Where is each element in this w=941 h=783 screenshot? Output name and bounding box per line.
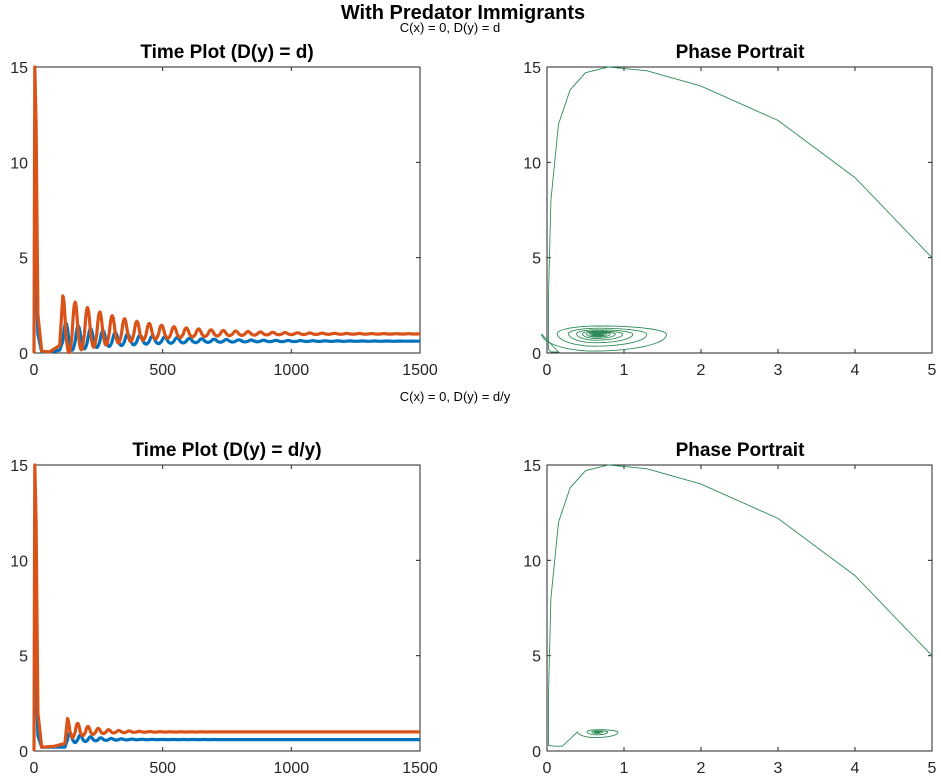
x-tick-label: 500 bbox=[149, 362, 176, 379]
x-tick-label: 2 bbox=[697, 760, 706, 777]
phase-portrait-top: Phase Portrait 0 1 2 3 4 5 0 5 10 15 bbox=[523, 42, 936, 379]
y-tick-label: 10 bbox=[10, 155, 28, 172]
y-tick-label: 10 bbox=[523, 155, 541, 172]
time-plot-top: Time Plot (D(y) = d) 0 500 1000 1500 0 5 10 15 bbox=[10, 42, 438, 379]
x-tick-label: 4 bbox=[851, 760, 860, 777]
x-tick-label: 0 bbox=[30, 362, 39, 379]
y-tick-label: 0 bbox=[532, 346, 541, 363]
y-tick-label: 5 bbox=[532, 649, 541, 666]
x-tick-label: 0 bbox=[543, 362, 552, 379]
x-tick-label: 2 bbox=[697, 362, 706, 379]
x-tick-label: 1 bbox=[620, 760, 629, 777]
x-tick-label: 1000 bbox=[274, 760, 310, 777]
x-tick-label: 1500 bbox=[402, 760, 438, 777]
axes-box bbox=[546, 66, 933, 354]
phase-portrait-bottom: Phase Portrait 0 1 2 3 4 5 0 5 10 15 bbox=[523, 440, 936, 777]
row-note-bottom: C(x) = 0, D(y) = d/y bbox=[400, 389, 511, 404]
figure-suptitle: With Predator Immigrants bbox=[341, 2, 585, 24]
x-tick-label: 500 bbox=[149, 760, 176, 777]
y-tick-label: 5 bbox=[19, 649, 28, 666]
y-tick-label: 0 bbox=[532, 744, 541, 761]
y-tick-label: 5 bbox=[532, 251, 541, 268]
time-plot-bottom: Time Plot (D(y) = d/y) 0 500 1000 1500 0 5 10 1… bbox=[10, 440, 438, 777]
y-tick-label: 15 bbox=[10, 60, 28, 77]
predator-series-line bbox=[32, 463, 422, 752]
x-tick-label: 5 bbox=[928, 362, 937, 379]
y-tick-label: 15 bbox=[523, 458, 541, 475]
phase-trajectory-line bbox=[540, 66, 933, 353]
x-tick-label: 0 bbox=[543, 760, 552, 777]
prey-series-line bbox=[32, 655, 422, 749]
panel-title: Time Plot (D(y) = d) bbox=[140, 42, 313, 63]
x-tick-label: 4 bbox=[851, 362, 860, 379]
panel-title: Phase Portrait bbox=[676, 440, 805, 461]
predator-series-line bbox=[32, 65, 422, 355]
axes-box bbox=[546, 464, 933, 752]
axes-box bbox=[33, 464, 421, 752]
phase-trajectory-line bbox=[548, 464, 933, 747]
y-tick-label: 10 bbox=[10, 553, 28, 570]
y-tick-label: 5 bbox=[19, 251, 28, 268]
row-note-top: C(x) = 0, D(y) = d bbox=[400, 20, 500, 35]
y-tick-label: 0 bbox=[19, 346, 28, 363]
x-tick-label: 0 bbox=[30, 760, 39, 777]
y-tick-label: 0 bbox=[19, 744, 28, 761]
y-tick-label: 10 bbox=[523, 553, 541, 570]
x-tick-label: 1000 bbox=[274, 362, 310, 379]
panel-title: Phase Portrait bbox=[676, 42, 805, 63]
x-tick-label: 1 bbox=[620, 362, 629, 379]
x-tick-label: 1500 bbox=[402, 362, 438, 379]
y-tick-label: 15 bbox=[10, 458, 28, 475]
panel-title: Time Plot (D(y) = d/y) bbox=[132, 440, 321, 461]
x-tick-label: 3 bbox=[774, 362, 783, 379]
x-tick-label: 5 bbox=[928, 760, 937, 777]
y-tick-label: 15 bbox=[523, 60, 541, 77]
axes-box bbox=[33, 66, 421, 354]
x-tick-label: 3 bbox=[774, 760, 783, 777]
